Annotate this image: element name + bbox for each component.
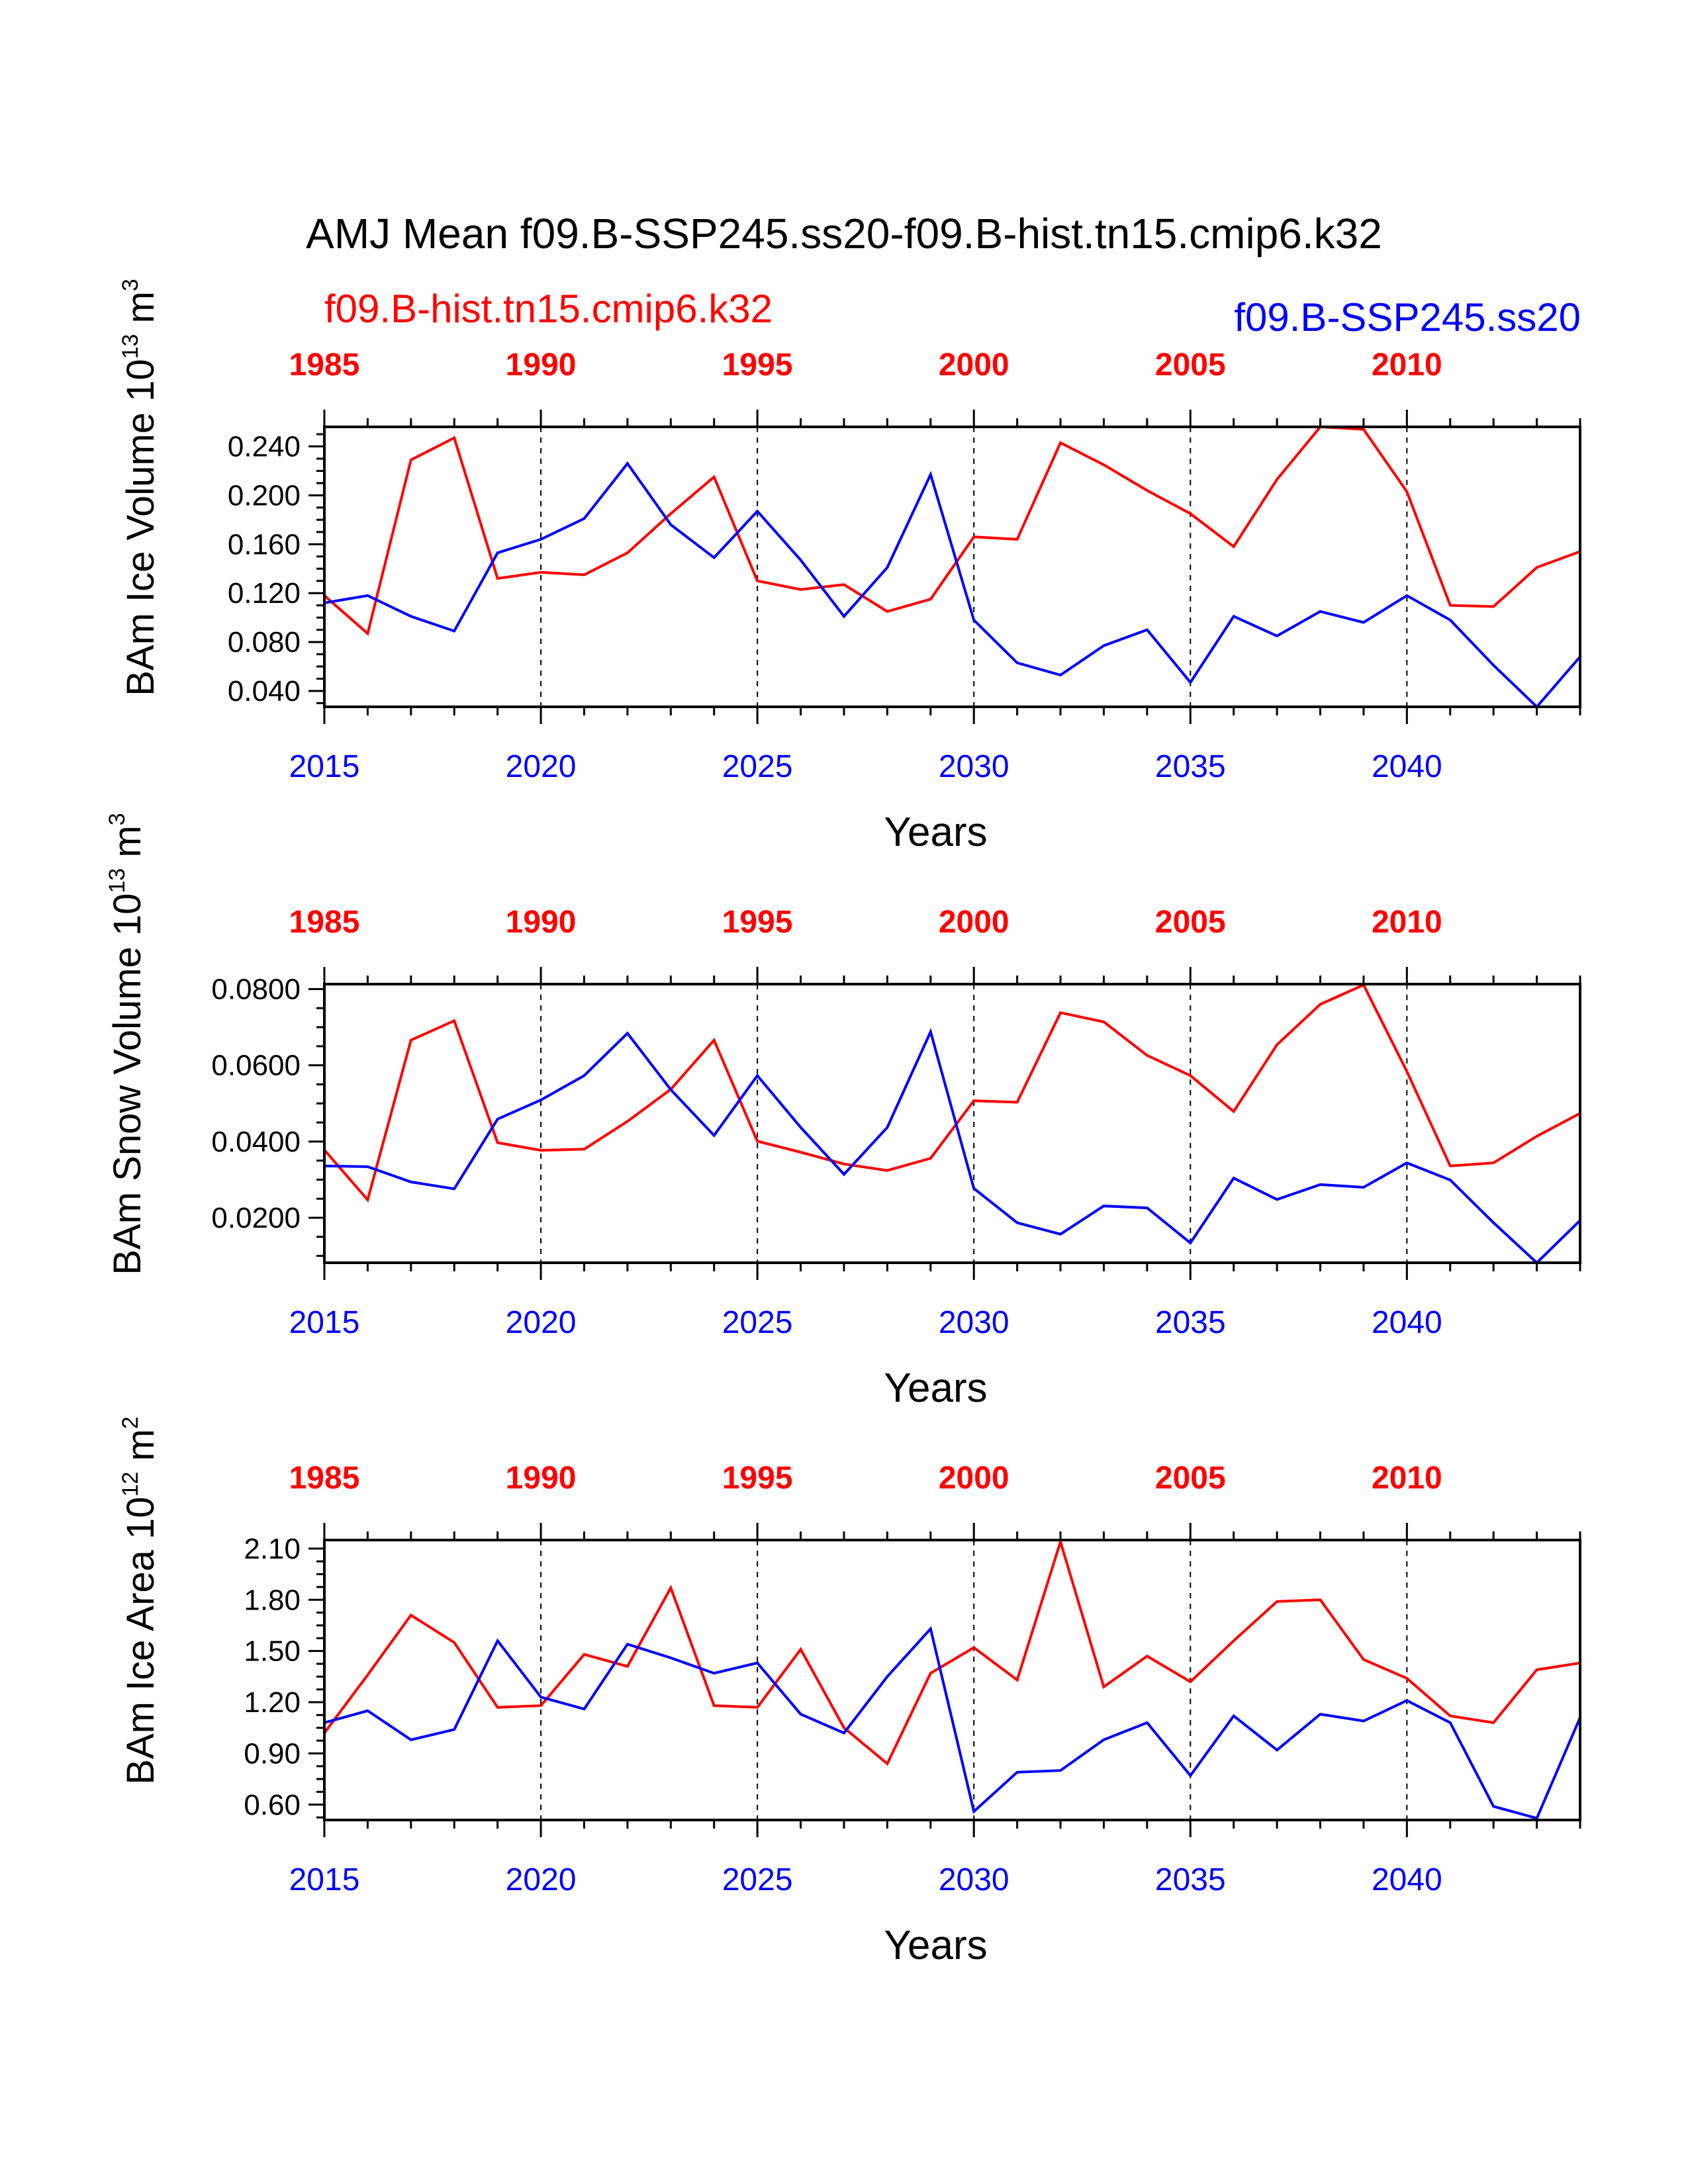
panel-ice-volume: 0.040 0.080 0.120 0.160 0.200 0.240 2015 2020 20… xyxy=(118,279,1581,855)
x-tick-label: 2030 xyxy=(939,749,1009,784)
y-tick-label: 2.10 xyxy=(244,1533,301,1565)
x-top-tick-label: 1990 xyxy=(506,347,577,383)
series-line-ssp245 xyxy=(324,1028,1580,1263)
y-tick-label: 0.0800 xyxy=(211,973,301,1005)
x-top-tick-label: 1985 xyxy=(289,347,360,383)
x-top-tick-label: 2005 xyxy=(1155,905,1226,940)
x-tick-label: 2035 xyxy=(1155,1305,1226,1340)
series-line-hist xyxy=(324,1540,1580,1766)
chart-title: AMJ Mean f09.B-SSP245.ss20-f09.B-hist.tn… xyxy=(306,210,1382,257)
y-tick-label: 0.040 xyxy=(228,675,301,707)
y-tick-label: 0.200 xyxy=(228,479,301,512)
x-tick-label: 2015 xyxy=(289,1305,360,1340)
x-top-tick-label: 1985 xyxy=(289,905,360,940)
x-top-tick-label: 2010 xyxy=(1372,905,1442,940)
x-tick-label: 2035 xyxy=(1155,749,1226,784)
panel-snow-volume: 0.0200 0.0400 0.0600 0.0800 2015 2020 2025 2030… xyxy=(105,813,1581,1411)
legend-ssp245: f09.B-SSP245.ss20 xyxy=(1234,295,1581,340)
series-line-hist xyxy=(324,427,1580,636)
x-top-tick-label: 1990 xyxy=(506,1461,577,1496)
y-tick-label: 0.60 xyxy=(244,1789,301,1821)
x-top-tick-label: 2000 xyxy=(939,347,1009,383)
panel-ice-area: 0.60 0.90 1.20 1.50 1.80 2.10 2015 2020 2025 2030… xyxy=(118,1416,1581,1968)
x-top-tick-label: 2010 xyxy=(1372,1461,1442,1496)
y-tick-label: 0.90 xyxy=(244,1737,301,1770)
x-tick-label: 2025 xyxy=(722,1305,793,1340)
x-tick-label: 2020 xyxy=(506,749,577,784)
series-line-ssp245 xyxy=(324,461,1580,707)
series-line-ssp245 xyxy=(324,1625,1580,1820)
legend-hist: f09.B-hist.tn15.cmip6.k32 xyxy=(324,287,773,331)
x-top-tick-label: 2000 xyxy=(939,1461,1009,1496)
x-axis-label: Years xyxy=(884,809,987,855)
plot-frame xyxy=(323,1539,1581,1821)
x-top-tick-label: 2005 xyxy=(1155,1461,1226,1496)
x-tick-label: 2035 xyxy=(1155,1862,1226,1897)
plot-frame xyxy=(323,983,1581,1264)
y-tick-label: 0.0400 xyxy=(211,1126,301,1158)
x-axis-label: Years xyxy=(884,1365,987,1411)
x-top-tick-label: 1985 xyxy=(289,1461,360,1496)
x-top-tick-label: 2005 xyxy=(1155,347,1226,383)
y-axis-label: BAm Snow Volume 1013 m3 xyxy=(105,813,149,1275)
y-tick-label: 0.160 xyxy=(228,528,301,561)
x-tick-label: 2030 xyxy=(939,1305,1009,1340)
y-axis-label: BAm Ice Area 1012 m2 xyxy=(118,1416,162,1784)
y-tick-label: 0.080 xyxy=(228,626,301,659)
x-tick-label: 2030 xyxy=(939,1862,1009,1897)
x-top-tick-label: 1995 xyxy=(722,1461,793,1496)
y-axis-label: BAm Ice Volume 1013 m3 xyxy=(118,279,162,696)
x-top-tick-label: 1990 xyxy=(506,905,577,940)
x-top-tick-label: 2010 xyxy=(1372,347,1442,383)
y-tick-label: 1.50 xyxy=(244,1635,301,1668)
x-tick-label: 2040 xyxy=(1372,1862,1442,1897)
x-tick-label: 2025 xyxy=(722,749,793,784)
series-line-hist xyxy=(324,984,1580,1203)
x-tick-label: 2015 xyxy=(289,1862,360,1897)
y-tick-label: 0.0600 xyxy=(211,1050,301,1082)
x-axis-label: Years xyxy=(884,1923,987,1968)
x-tick-label: 2020 xyxy=(506,1862,577,1897)
x-tick-label: 2015 xyxy=(289,749,360,784)
x-top-tick-label: 2000 xyxy=(939,905,1009,940)
y-tick-label: 0.0200 xyxy=(211,1202,301,1234)
y-tick-label: 1.80 xyxy=(244,1584,301,1616)
x-tick-label: 2040 xyxy=(1372,1305,1442,1340)
x-tick-label: 2025 xyxy=(722,1862,793,1897)
y-tick-label: 1.20 xyxy=(244,1686,301,1719)
x-tick-label: 2020 xyxy=(506,1305,577,1340)
y-tick-label: 0.240 xyxy=(228,431,301,463)
x-tick-label: 2040 xyxy=(1372,749,1442,784)
x-top-tick-label: 1995 xyxy=(722,347,793,383)
x-top-tick-label: 1995 xyxy=(722,905,793,940)
plot-frame xyxy=(323,426,1581,708)
y-tick-label: 0.120 xyxy=(228,577,301,610)
